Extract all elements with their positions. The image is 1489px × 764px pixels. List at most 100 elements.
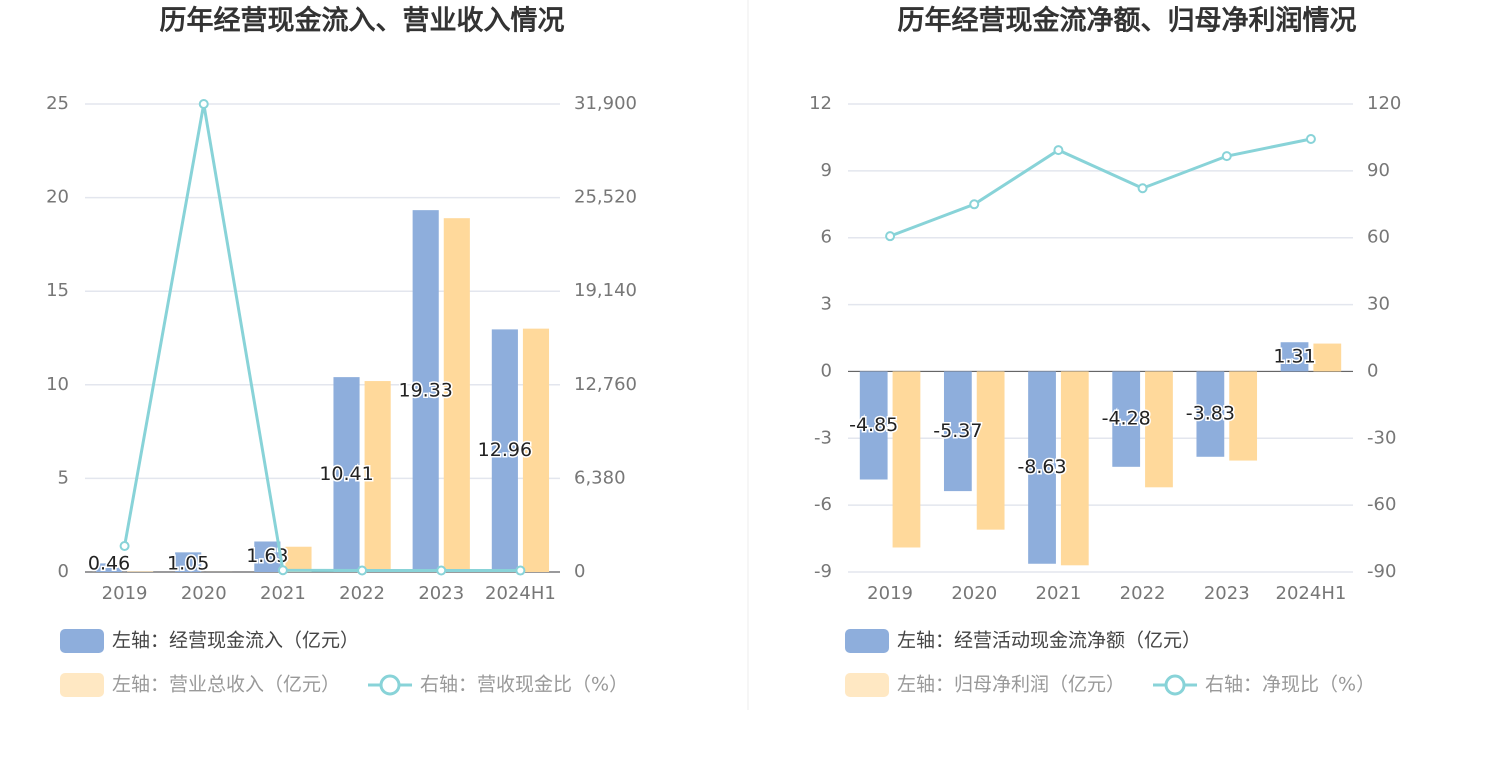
y-tick-label: 0 xyxy=(58,561,69,582)
bar xyxy=(333,377,360,572)
line xyxy=(123,103,521,573)
x-tick-label: 2021 xyxy=(260,583,306,604)
y-tick-label: 3 xyxy=(821,294,832,315)
x-tick-label: 2019 xyxy=(867,583,913,604)
bar xyxy=(976,371,1005,530)
legend-label: 右轴：净现比（%） xyxy=(1205,674,1375,696)
bar xyxy=(1280,342,1309,372)
legend-swatch xyxy=(60,629,104,653)
legend-swatch xyxy=(60,673,104,697)
x-tick-label: 2020 xyxy=(951,583,997,604)
legend-swatch xyxy=(1164,674,1186,696)
data-label: -8.63 xyxy=(1017,456,1066,478)
x-tick-label: 2022 xyxy=(1120,583,1166,604)
line xyxy=(889,137,1312,238)
bar xyxy=(892,371,921,548)
legend-label: 左轴：归母净利润（亿元） xyxy=(897,674,1125,696)
line-point xyxy=(969,199,980,210)
y-tick-label: 0 xyxy=(821,360,832,381)
bar xyxy=(1028,371,1056,564)
line-point xyxy=(119,541,130,552)
y2-tick-label: 12,760 xyxy=(574,374,637,395)
data-label: 12.96 xyxy=(478,439,532,461)
y-tick-label: 10 xyxy=(46,374,69,395)
x-tick-label: 2020 xyxy=(181,583,227,604)
chart-title: 历年经营现金流入、营业收入情况 xyxy=(160,5,565,37)
line-point xyxy=(357,565,368,576)
data-label: 1.31 xyxy=(1273,345,1315,367)
line-point xyxy=(1137,183,1148,194)
y-tick-label: -3 xyxy=(814,427,832,448)
bar xyxy=(943,371,972,492)
x-tick-label: 2023 xyxy=(418,583,464,604)
y2-tick-label: 19,140 xyxy=(574,280,637,301)
line-point xyxy=(515,565,526,576)
line-point xyxy=(198,99,209,109)
line-point xyxy=(885,231,896,242)
y-tick-label: -9 xyxy=(814,561,832,582)
y2-tick-label: 31,900 xyxy=(574,93,637,114)
bar xyxy=(443,218,470,572)
data-label: -4.28 xyxy=(1102,408,1151,430)
bar xyxy=(364,381,391,572)
y2-tick-label: 6,380 xyxy=(574,467,626,488)
bar xyxy=(1313,343,1342,372)
data-label: -3.83 xyxy=(1186,403,1235,425)
y-tick-label: 20 xyxy=(46,187,69,208)
y2-tick-label: -60 xyxy=(1367,494,1396,515)
data-label: -5.37 xyxy=(933,420,982,442)
legend-swatch xyxy=(379,674,401,696)
y-tick-label: -6 xyxy=(814,494,832,515)
legend-swatch xyxy=(845,673,889,697)
legend-label: 左轴：经营活动现金流净额（亿元） xyxy=(897,630,1201,652)
data-label: 0.46 xyxy=(88,553,130,575)
legend-swatch xyxy=(845,629,889,653)
y-tick-label: 12 xyxy=(809,93,832,114)
data-label: 1.05 xyxy=(167,553,209,575)
bar xyxy=(1196,371,1225,457)
y-tick-label: 9 xyxy=(821,160,832,181)
x-tick-label: 2024H1 xyxy=(485,583,556,604)
y2-tick-label: 0 xyxy=(1367,360,1378,381)
bar xyxy=(491,329,518,572)
y-tick-label: 6 xyxy=(821,227,832,248)
data-label: 1.63 xyxy=(246,545,288,567)
x-tick-label: 2021 xyxy=(1036,583,1082,604)
line-point xyxy=(1053,145,1064,156)
line-point xyxy=(1221,151,1232,162)
x-tick-label: 2022 xyxy=(339,583,385,604)
bar xyxy=(175,552,202,572)
bar xyxy=(1060,371,1089,566)
data-label: 10.41 xyxy=(319,463,373,485)
y2-tick-label: -30 xyxy=(1367,427,1396,448)
line-point xyxy=(1305,133,1316,144)
y2-tick-label: -90 xyxy=(1367,561,1396,582)
legend-label: 左轴：经营现金流入（亿元） xyxy=(112,630,359,652)
x-tick-label: 2024H1 xyxy=(1276,583,1347,604)
bar xyxy=(254,541,281,572)
x-tick-label: 2023 xyxy=(1204,583,1250,604)
data-label: 19.33 xyxy=(398,380,452,402)
legend-label: 右轴：营收现金比（%） xyxy=(420,674,628,696)
y2-tick-label: 120 xyxy=(1367,93,1401,114)
y2-tick-label: 60 xyxy=(1367,227,1390,248)
bar xyxy=(522,328,550,572)
bar xyxy=(1112,371,1141,467)
legend-label: 左轴：营业总收入（亿元） xyxy=(112,674,340,696)
bar xyxy=(285,546,312,572)
y-tick-label: 5 xyxy=(58,467,69,488)
bar xyxy=(1229,371,1258,461)
y2-tick-label: 30 xyxy=(1367,294,1390,315)
bar xyxy=(95,563,123,572)
chart-title: 历年经营现金流净额、归母净利润情况 xyxy=(898,5,1357,37)
bar xyxy=(412,210,439,572)
bar xyxy=(859,371,888,480)
y-tick-label: 15 xyxy=(46,280,69,301)
y-tick-label: 25 xyxy=(46,93,69,114)
bar xyxy=(1145,371,1173,488)
y2-tick-label: 25,520 xyxy=(574,187,637,208)
line-point xyxy=(436,565,447,576)
x-tick-label: 2019 xyxy=(102,583,148,604)
line-point xyxy=(277,565,288,576)
